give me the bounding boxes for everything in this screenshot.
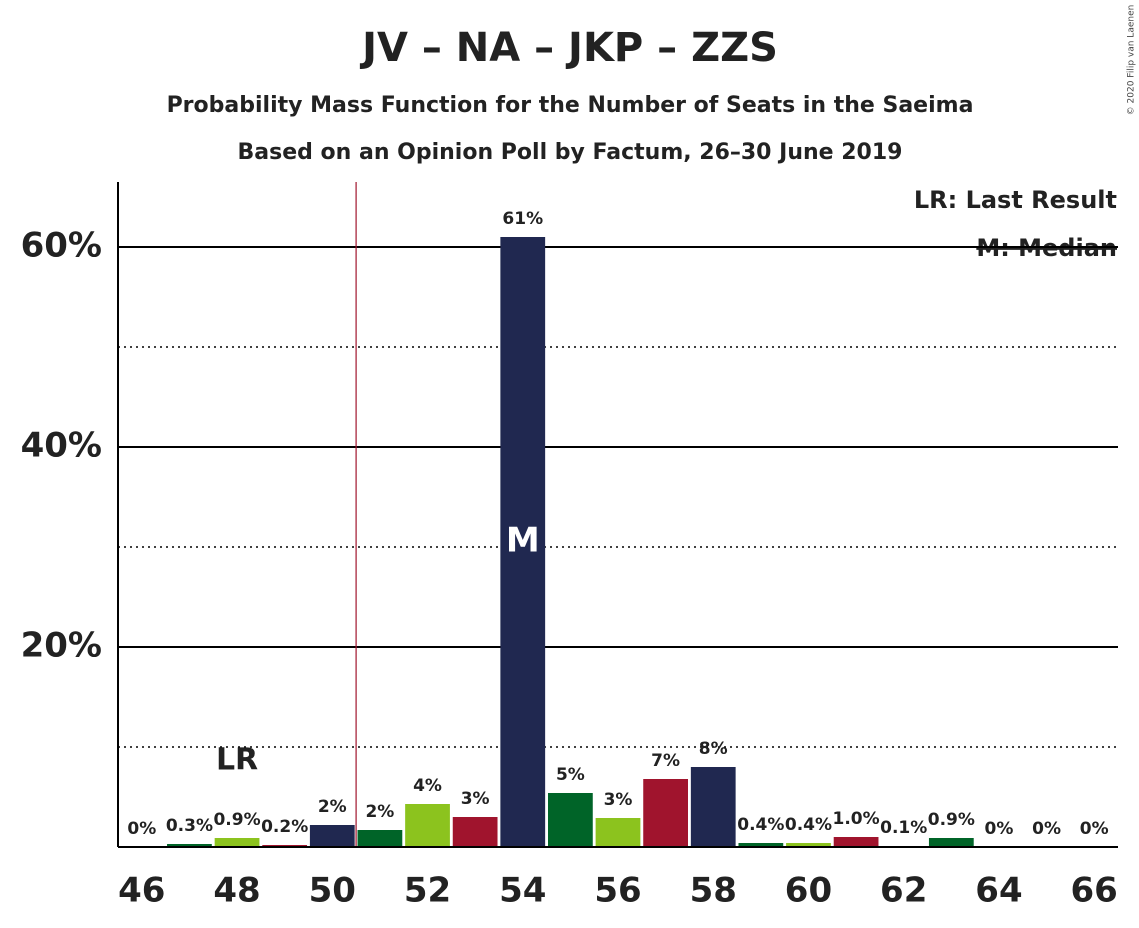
bar (690, 767, 736, 847)
value-label: 0.9% (928, 810, 975, 830)
value-label: 61% (502, 209, 543, 229)
value-label: 3% (461, 789, 490, 809)
value-label: 0% (985, 819, 1014, 839)
median-label: M (506, 521, 540, 561)
last-result-label: LR (216, 743, 258, 778)
value-label: 0% (1080, 819, 1109, 839)
copyright: © 2020 Filip van Laenen (1127, 5, 1137, 116)
value-label: 0% (127, 819, 156, 839)
x-tick-label: 50 (309, 871, 356, 911)
value-label: 1.0% (833, 809, 880, 829)
value-label: 5% (556, 765, 585, 785)
x-tick-label: 56 (594, 871, 641, 911)
bar (548, 793, 593, 847)
value-label: 0.2% (261, 817, 308, 837)
bar (738, 843, 784, 847)
value-label: 0.4% (737, 815, 784, 835)
bar (357, 830, 403, 847)
value-label: 0.3% (166, 816, 213, 836)
x-tick-label: 60 (785, 871, 832, 911)
value-label: 8% (699, 739, 728, 759)
chart-subtitle: Probability Mass Function for the Number… (167, 93, 974, 118)
bar (833, 837, 879, 847)
value-label: 2% (318, 797, 347, 817)
bar (405, 804, 450, 847)
bar (643, 779, 688, 847)
bar (928, 838, 974, 847)
x-tick-label: 54 (499, 871, 546, 911)
value-label: 2% (365, 802, 394, 822)
value-label: 0.4% (785, 815, 832, 835)
x-tick-label: 58 (690, 871, 737, 911)
value-label: 3% (604, 790, 633, 810)
bar (786, 843, 831, 847)
x-tick-label: 62 (880, 871, 927, 911)
bar (452, 817, 498, 847)
chart-subtitle: Based on an Opinion Poll by Factum, 26–3… (238, 140, 903, 165)
bar (214, 838, 260, 847)
bar (309, 825, 355, 847)
x-tick-label: 48 (213, 871, 260, 911)
value-label: 4% (413, 776, 442, 796)
y-tick-label: 60% (21, 226, 102, 266)
y-tick-label: 40% (21, 426, 102, 466)
value-label: 0% (1032, 819, 1061, 839)
chart-title: JV – NA – JKP – ZZS (359, 25, 778, 71)
bar (500, 237, 546, 847)
x-tick-label: 46 (118, 871, 165, 911)
y-tick-label: 20% (21, 626, 102, 666)
legend-entry: LR: Last Result (914, 186, 1117, 214)
value-label: 0.9% (213, 810, 260, 830)
x-tick-label: 64 (975, 871, 1022, 911)
bar (167, 844, 212, 847)
bar (595, 818, 641, 847)
x-tick-label: 66 (1071, 871, 1118, 911)
value-label: 7% (651, 751, 680, 771)
x-tick-label: 52 (404, 871, 451, 911)
value-label: 0.1% (880, 818, 927, 838)
